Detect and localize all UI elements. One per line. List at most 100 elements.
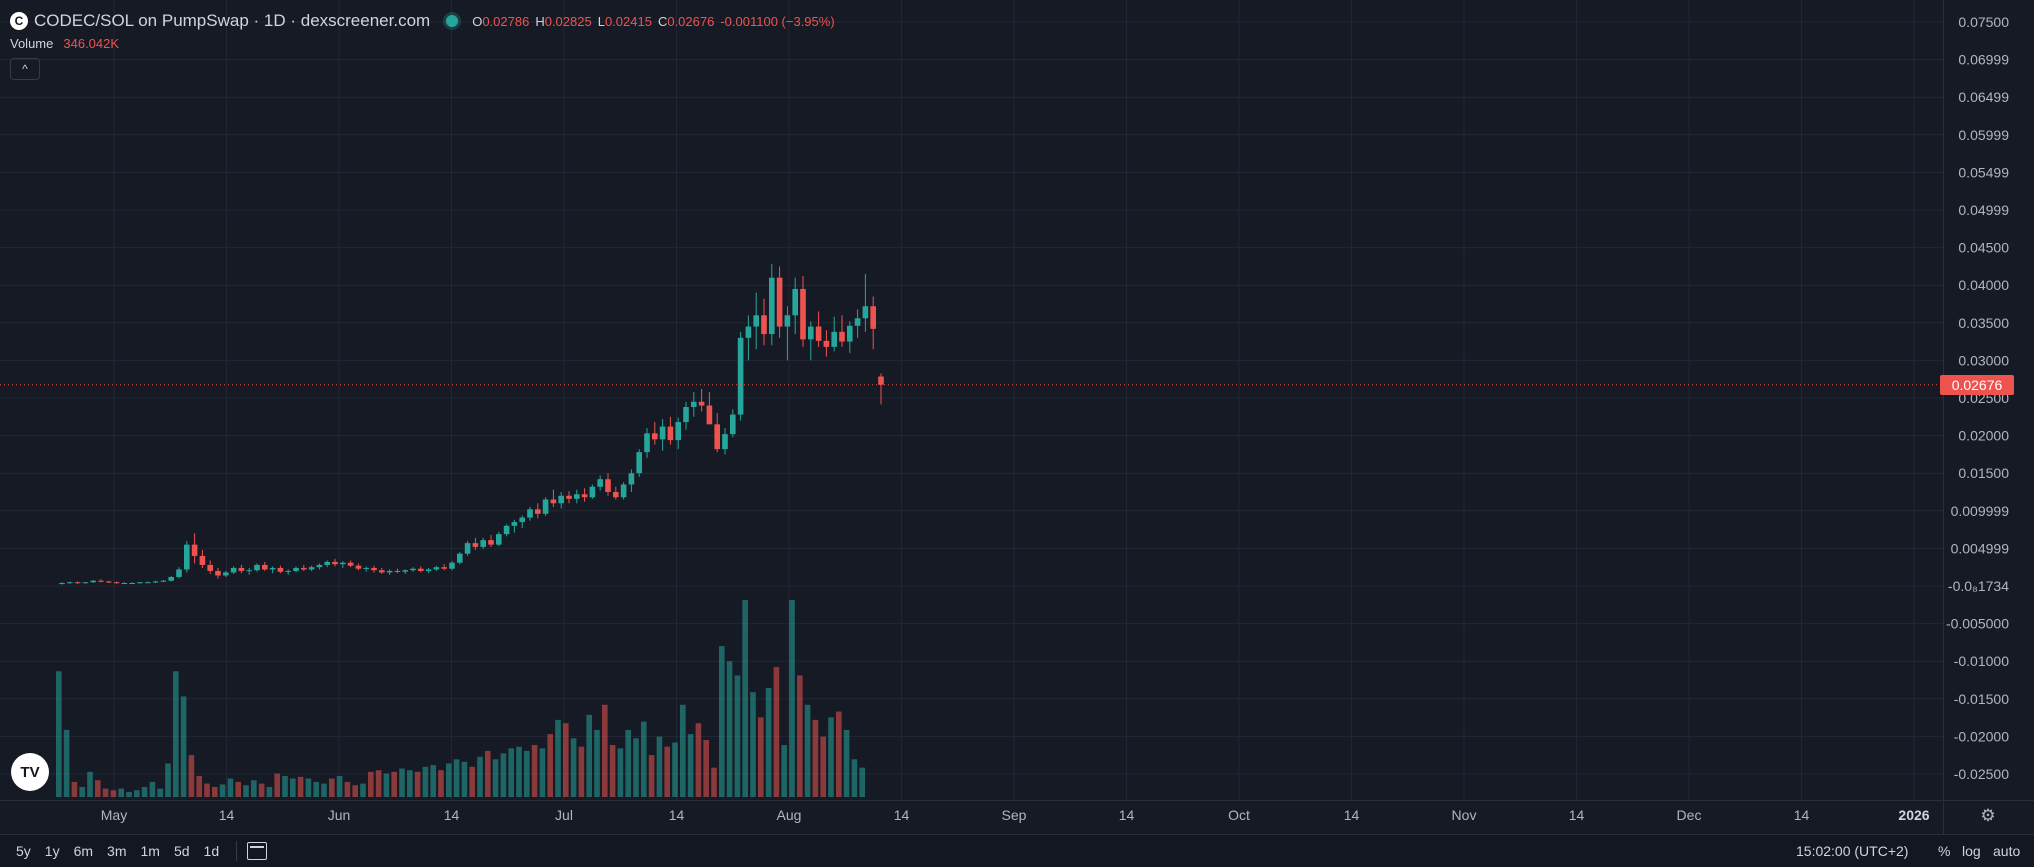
- range-6m-button[interactable]: 6m: [73, 843, 94, 859]
- candle: [800, 276, 806, 347]
- candle: [160, 579, 167, 583]
- candle: [854, 309, 861, 338]
- range-5d-button[interactable]: 5d: [173, 843, 190, 859]
- candle-body: [839, 331, 845, 342]
- candle-body: [652, 433, 658, 440]
- candle: [464, 540, 471, 556]
- candle: [246, 567, 252, 575]
- candle: [207, 560, 213, 574]
- candle: [730, 409, 736, 438]
- tradingview-logo-icon[interactable]: TV: [11, 753, 49, 791]
- candle: [340, 561, 346, 568]
- price-axis-tick-label: -0.01500: [1954, 691, 2009, 707]
- candle-body: [628, 473, 635, 485]
- price-axis-tick-label: 0.04500: [1958, 240, 2009, 256]
- volume-bar: [492, 759, 499, 797]
- candle: [792, 277, 798, 335]
- candle: [371, 565, 377, 573]
- percent-scale-toggle[interactable]: %: [1938, 843, 1951, 859]
- timezone-clock[interactable]: 15:02:00 (UTC+2): [1796, 843, 1909, 859]
- candle-body: [137, 582, 143, 584]
- log-scale-toggle[interactable]: log: [1962, 843, 1981, 859]
- candle-body: [745, 326, 752, 338]
- volume-value: 346.042K: [63, 36, 120, 51]
- volume-bar: [329, 778, 335, 797]
- time-axis-tick-label: 14: [1119, 807, 1135, 823]
- volume-bar: [344, 781, 351, 797]
- time-axis-tick-label: Jun: [328, 807, 351, 823]
- grid-lines: [0, 0, 1943, 800]
- candle: [254, 563, 260, 572]
- candle-body: [402, 570, 408, 572]
- volume-bar: [609, 745, 616, 797]
- collapse-legend-button[interactable]: ^: [10, 58, 40, 80]
- candle-body: [160, 580, 167, 582]
- range-1m-button[interactable]: 1m: [140, 843, 160, 859]
- candle: [558, 492, 564, 509]
- candle-body: [308, 567, 315, 570]
- candle: [675, 417, 681, 450]
- volume-bar: [633, 738, 639, 797]
- candle-body: [683, 407, 689, 423]
- candle-body: [737, 337, 744, 415]
- candle-body: [847, 325, 853, 342]
- volume-bar: [617, 748, 624, 797]
- candle-body: [761, 315, 767, 335]
- candle-body: [527, 509, 533, 518]
- candle: [402, 569, 408, 574]
- time-axis-tick-label: Oct: [1228, 807, 1250, 823]
- price-axis-tick-label: -0.0₈1734: [1948, 578, 2009, 594]
- price-axis-tick-label: 0.06499: [1958, 89, 2009, 105]
- candle-body: [675, 422, 681, 441]
- candle: [769, 264, 775, 346]
- range-3m-button[interactable]: 3m: [107, 843, 127, 859]
- volume-bar: [453, 759, 460, 797]
- auto-scale-toggle[interactable]: auto: [1993, 843, 2021, 859]
- candle-body: [379, 570, 385, 573]
- candle: [98, 579, 104, 583]
- volume-bar: [812, 719, 819, 797]
- candle-body: [223, 572, 229, 576]
- candle-body: [558, 495, 564, 504]
- candle: [784, 306, 791, 361]
- price-axis-tick-label: 0.01500: [1958, 465, 2009, 481]
- volume-bar: [531, 745, 538, 797]
- candle: [659, 419, 666, 451]
- price-axis-tick-label: -0.02500: [1954, 766, 2009, 782]
- candle-body: [542, 499, 549, 514]
- volume-bar: [750, 692, 756, 797]
- candle-body: [277, 567, 284, 572]
- time-axis-tick-label: May: [101, 807, 127, 823]
- candle-body: [831, 331, 837, 347]
- volume-bar: [391, 771, 397, 797]
- volume-bar: [87, 771, 93, 797]
- candle-body: [636, 452, 642, 474]
- price-axis-tick-label: 0.004999: [1951, 540, 2010, 556]
- volume-bar: [219, 784, 226, 797]
- volume-bar: [102, 788, 109, 797]
- price-axis-tick-label: 0.03000: [1958, 352, 2009, 368]
- volume-bar: [422, 766, 429, 797]
- candle-body: [566, 495, 572, 499]
- candle: [106, 580, 112, 583]
- range-1y-button[interactable]: 1y: [44, 843, 60, 859]
- volume-bar: [625, 729, 631, 797]
- range-1d-button[interactable]: 1d: [203, 843, 220, 859]
- range-5y-button[interactable]: 5y: [16, 843, 31, 859]
- volume-bar: [305, 778, 312, 797]
- calendar-icon[interactable]: [247, 842, 268, 860]
- candle: [301, 564, 307, 571]
- candle: [878, 373, 884, 405]
- candle-body: [730, 414, 736, 435]
- volume-bar: [258, 783, 265, 797]
- time-axis-tick-label: 14: [1569, 807, 1585, 823]
- candle: [379, 567, 385, 574]
- candle: [145, 581, 151, 584]
- volume-bar: [500, 753, 507, 797]
- chart-title: CODEC/SOL on PumpSwap · 1D · dexscreener…: [34, 11, 431, 30]
- candle-body: [620, 484, 627, 498]
- candle: [620, 482, 627, 500]
- gear-icon[interactable]: ⚙: [1980, 806, 1996, 825]
- price-chart[interactable]: 0.07500 0.06999 0.06499 0.05999 0.05499 0.049…: [0, 0, 2034, 834]
